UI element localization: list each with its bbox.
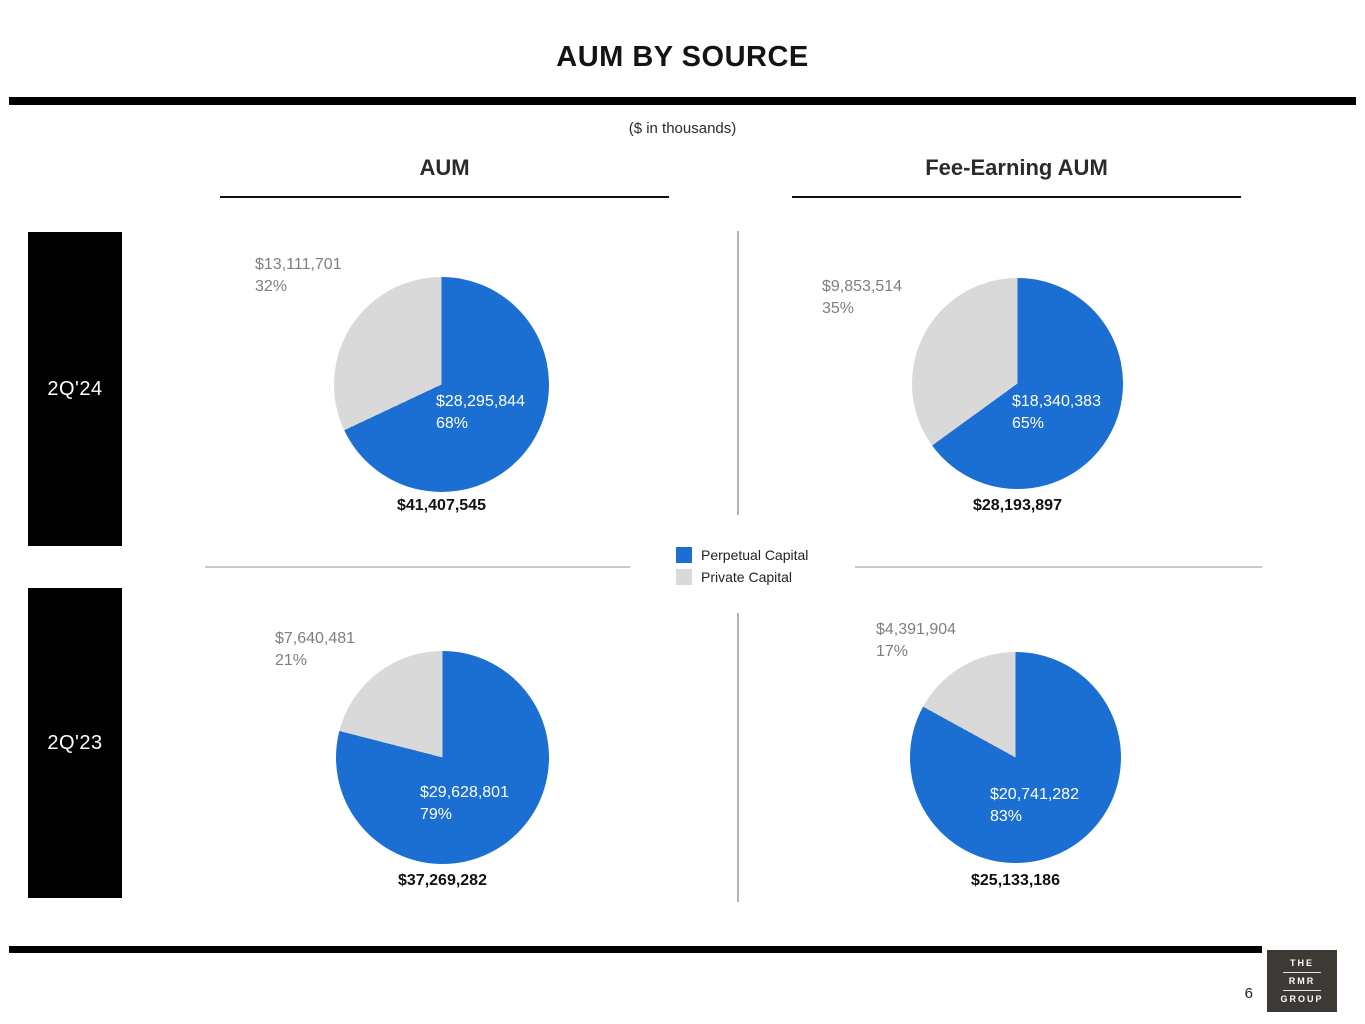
- logo-line-group: GROUP: [1280, 993, 1324, 1004]
- column-divider-top: [737, 231, 739, 515]
- legend: Perpetual Capital Private Capital: [676, 547, 808, 591]
- total-label-2q24-fee: $28,193,897: [973, 497, 1062, 514]
- perpetual-capital-value: $29,628,801: [420, 784, 509, 801]
- perpetual-capital-callout-2q24-aum: $28,295,844 68%: [436, 391, 525, 435]
- perpetual-capital-pct: 68%: [436, 415, 469, 432]
- row-label-2q23: 2Q'23: [28, 588, 122, 898]
- total-label-2q23-aum: $37,269,282: [398, 872, 487, 889]
- units-note: ($ in thousands): [628, 120, 737, 137]
- logo-line-rmr: RMR: [1288, 975, 1316, 986]
- legend-label-private-capital: Private Capital: [701, 569, 793, 585]
- perpetual-capital-callout-2q24-fee: $18,340,383 65%: [1012, 391, 1101, 435]
- row-label-2q23-text: 2Q'23: [47, 731, 103, 754]
- total-label-2q24-aum: $41,407,545: [397, 497, 486, 514]
- pie-chart-2q24-fee-earning-aum: [912, 278, 1123, 489]
- rmr-group-logo: THE RMR GROUP: [1267, 950, 1337, 1012]
- private-capital-value: $13,111,701: [255, 256, 342, 273]
- total-label-2q23-fee: $25,133,186: [971, 872, 1060, 889]
- column-header-aum: AUM: [220, 155, 669, 198]
- legend-label-perpetual-capital: Perpetual Capital: [701, 547, 809, 563]
- logo-line-the: THE: [1290, 957, 1314, 968]
- perpetual-capital-value: $28,295,844: [436, 393, 525, 410]
- column-header-fee-earning-aum: Fee-Earning AUM: [792, 155, 1241, 198]
- row-divider-right: [855, 566, 1262, 568]
- page-number: 6: [1244, 985, 1253, 1002]
- column-divider-bottom: [737, 613, 739, 902]
- page-title: AUM BY SOURCE: [556, 41, 809, 73]
- private-capital-value: $9,853,514: [822, 278, 903, 295]
- row-label-2q24-text: 2Q'24: [47, 377, 103, 400]
- private-capital-pct: 32%: [255, 278, 288, 295]
- perpetual-capital-callout-2q23-fee: $20,741,282 83%: [990, 784, 1079, 828]
- private-capital-callout-2q24-fee: $9,853,514 35%: [822, 276, 902, 320]
- perpetual-capital-value: $20,741,282: [990, 786, 1079, 803]
- logo-divider: [1283, 989, 1321, 991]
- private-capital-value: $4,391,904: [876, 621, 957, 638]
- private-capital-callout-2q23-fee: $4,391,904 17%: [876, 619, 956, 663]
- bottom-rule: [9, 946, 1262, 953]
- legend-item-perpetual-capital: Perpetual Capital: [676, 547, 808, 563]
- pie-chart-2q23-aum: [336, 651, 549, 864]
- private-capital-pct: 35%: [822, 300, 855, 317]
- legend-item-private-capital: Private Capital: [676, 569, 808, 585]
- private-capital-pct: 21%: [275, 652, 308, 669]
- private-capital-value: $7,640,481: [275, 630, 356, 647]
- logo-divider: [1283, 971, 1321, 973]
- row-divider-left: [205, 566, 630, 568]
- perpetual-capital-pct: 65%: [1012, 415, 1045, 432]
- perpetual-capital-pct: 83%: [990, 808, 1023, 825]
- perpetual-capital-pct: 79%: [420, 806, 453, 823]
- top-rule: [9, 97, 1356, 105]
- row-label-2q24: 2Q'24: [28, 232, 122, 546]
- private-capital-pct: 17%: [876, 643, 909, 660]
- perpetual-capital-callout-2q23-aum: $29,628,801 79%: [420, 782, 509, 826]
- perpetual-capital-swatch: [676, 547, 692, 563]
- private-capital-swatch: [676, 569, 692, 585]
- private-capital-callout-2q23-aum: $7,640,481 21%: [275, 628, 355, 672]
- pie-chart-2q24-aum: [334, 277, 549, 492]
- pie-chart-2q23-fee-earning-aum: [910, 652, 1121, 863]
- private-capital-callout-2q24-aum: $13,111,701 32%: [255, 254, 342, 298]
- perpetual-capital-value: $18,340,383: [1012, 393, 1101, 410]
